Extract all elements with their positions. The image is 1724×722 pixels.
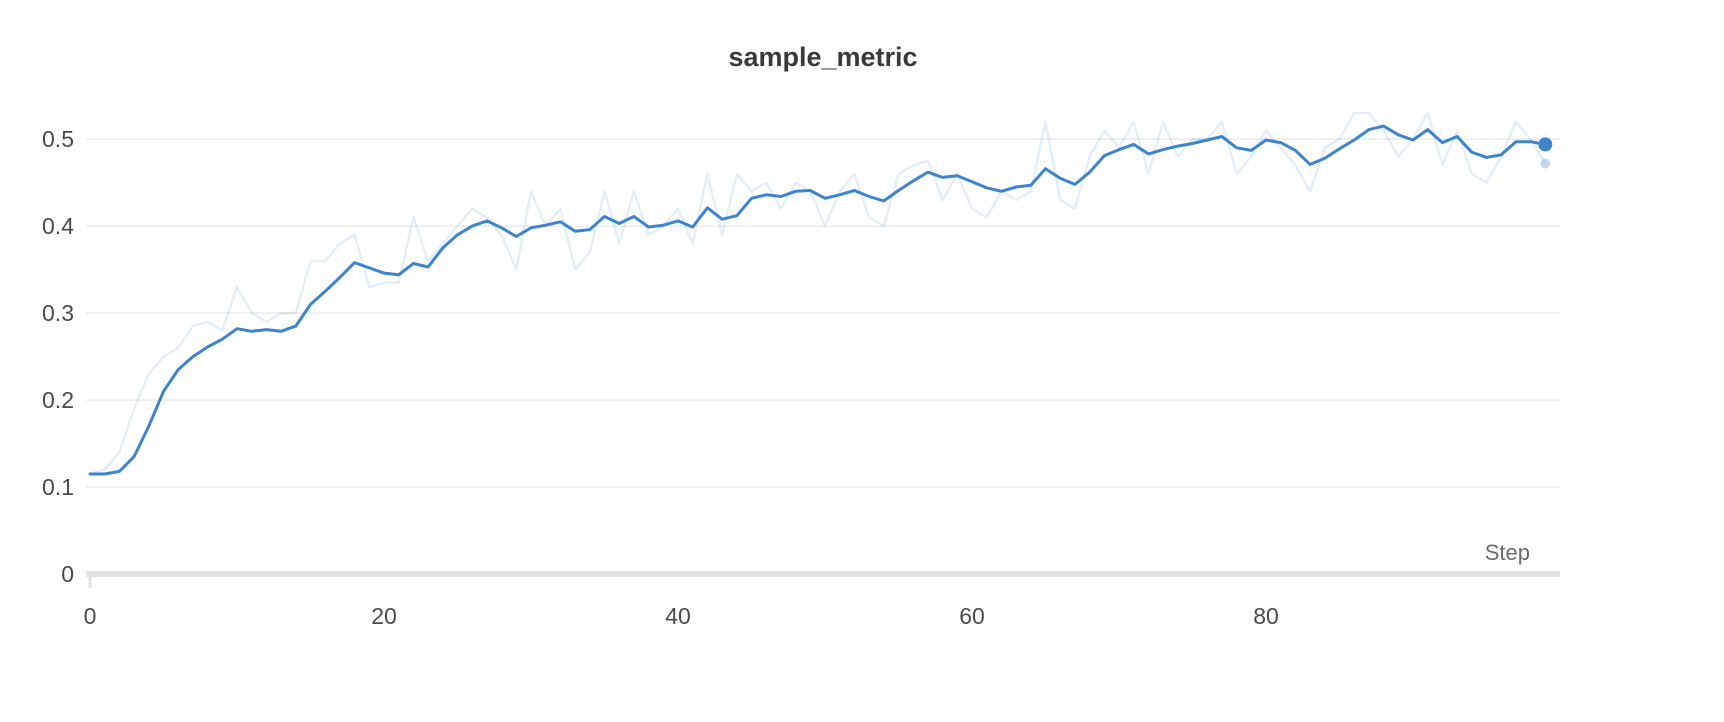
x-tick-label: 20 [371, 603, 397, 629]
y-tick-label: 0.4 [42, 213, 74, 239]
raw-endpoint-dot [1540, 158, 1551, 169]
x-tick-label: 80 [1253, 603, 1279, 629]
x-tick-label: 40 [665, 603, 691, 629]
y-tick-label: 0.1 [42, 474, 74, 500]
y-tick-label: 0.5 [42, 126, 74, 152]
chart-plot-area: 0 0.1 0.2 0.3 0.4 0.5 0 20 40 60 80 Step [42, 111, 1560, 629]
raw-line [88, 111, 1547, 476]
y-tick-label: 0.3 [42, 300, 74, 326]
x-tick-label: 0 [84, 603, 97, 629]
x-tick-label: 60 [959, 603, 985, 629]
y-tick-label: 0.2 [42, 387, 74, 413]
x-axis-label: Step [1485, 540, 1530, 565]
smoothed-line [88, 124, 1547, 476]
y-tick-label: 0 [61, 561, 74, 587]
smoothed-endpoint-dot [1538, 137, 1553, 152]
chart-title: sample_metric [728, 42, 917, 72]
